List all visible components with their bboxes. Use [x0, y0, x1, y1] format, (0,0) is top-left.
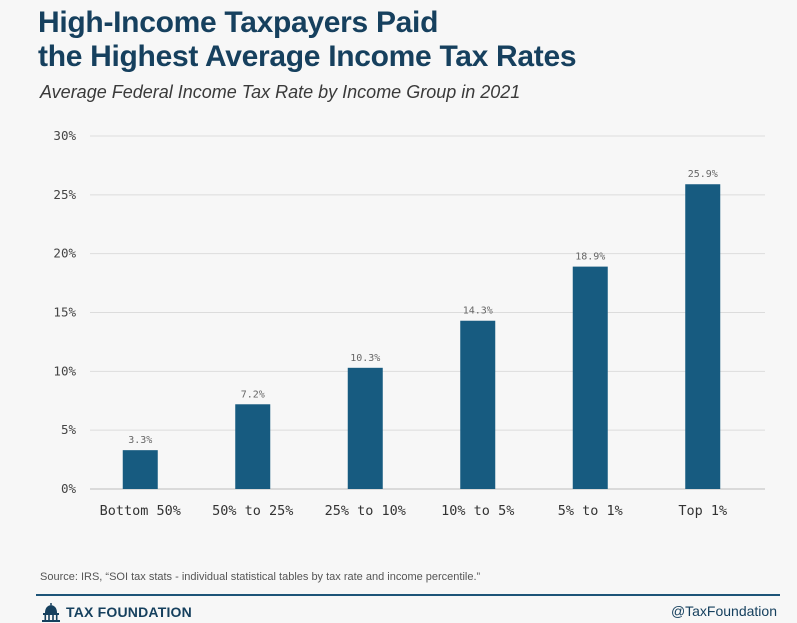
source-note: Source: IRS, “SOI tax stats - individual… — [40, 571, 481, 583]
bar — [235, 404, 271, 489]
bar-value-label: 18.9% — [575, 252, 605, 263]
y-tick-label: 10% — [53, 363, 76, 378]
footer-divider — [36, 594, 780, 596]
x-tick-label: 10% to 5% — [441, 503, 514, 519]
capitol-dome-icon — [42, 603, 60, 622]
x-tick-label: 5% to 1% — [558, 503, 623, 519]
y-tick-label: 20% — [53, 246, 76, 261]
bar — [122, 450, 158, 489]
bar-value-label: 10.3% — [350, 353, 380, 364]
chart-title-line-1: High-Income Taxpayers Paid — [38, 6, 439, 39]
logo-text: TAX FOUNDATION — [66, 604, 192, 620]
twitter-handle: @TaxFoundation — [670, 603, 777, 619]
bar — [572, 266, 608, 489]
x-tick-label: Top 1% — [678, 503, 727, 519]
bar — [347, 367, 383, 489]
chart-title-line-2: the Highest Average Income Tax Rates — [38, 40, 577, 73]
x-tick-label: Bottom 50% — [100, 503, 181, 519]
tax-foundation-logo: TAX FOUNDATION — [40, 602, 192, 622]
bar-value-label: 14.3% — [463, 306, 493, 317]
chart-title: High-Income Taxpayers Paid the Highest A… — [38, 6, 778, 74]
x-tick-label: 25% to 10% — [325, 503, 406, 519]
y-tick-label: 25% — [53, 187, 76, 202]
y-tick-label: 30% — [53, 128, 76, 143]
y-tick-label: 15% — [53, 305, 76, 320]
bar — [685, 184, 721, 489]
chart-subtitle: Average Federal Income Tax Rate by Incom… — [40, 82, 521, 102]
bar-value-label: 7.2% — [241, 389, 265, 400]
bar-value-label: 3.3% — [128, 435, 152, 446]
y-tick-label: 5% — [61, 422, 77, 437]
bar-chart: 0% 5% 10% 15% 20% 25% 30% 3.3% Bottom 50% 7.2% 50%… — [53, 128, 765, 519]
y-tick-label: 0% — [61, 481, 77, 496]
bar-value-label: 25.9% — [688, 169, 718, 180]
bar — [460, 320, 496, 489]
x-tick-label: 50% to 25% — [212, 503, 293, 519]
